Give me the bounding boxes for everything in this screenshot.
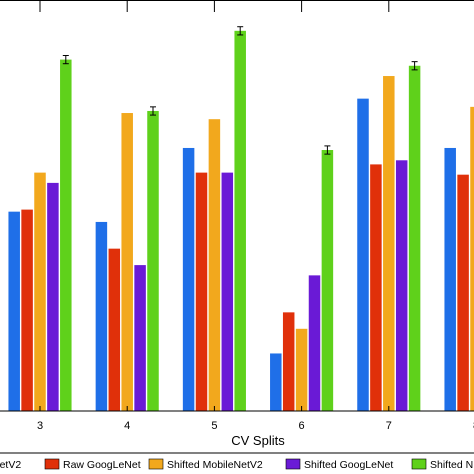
x-tick-label: 4	[124, 420, 130, 432]
legend-label: Shifted GoogLeNet	[304, 459, 393, 471]
error-bar	[411, 61, 418, 71]
legend: NetV2 Raw GoogLeNet Shifted MobileNetV2 Shi…	[0, 452, 474, 474]
x-tick-labels: 2345678	[37, 420, 474, 432]
bar	[95, 221, 108, 411]
bar	[221, 172, 234, 411]
legend-label: Shifted MobileNetV2	[167, 459, 263, 471]
error-bars-group	[62, 26, 418, 155]
legend-swatch	[285, 458, 301, 470]
bar	[60, 59, 72, 411]
bar	[21, 209, 33, 411]
bar	[47, 182, 59, 411]
legend-label: Shifted N	[430, 459, 473, 471]
bar	[470, 106, 474, 412]
bar	[308, 275, 321, 411]
bar	[108, 248, 121, 411]
bar	[321, 150, 334, 411]
x-tick-label: 5	[211, 420, 217, 432]
error-bar	[150, 106, 156, 116]
error-bar	[237, 26, 244, 36]
error-bar	[324, 145, 331, 155]
bar	[357, 98, 369, 411]
bar	[270, 353, 282, 411]
bar	[295, 328, 308, 411]
bar	[147, 110, 159, 411]
legend-label: NetV2	[0, 459, 21, 471]
error-bar	[62, 54, 69, 65]
x-tick-label: 8	[473, 420, 474, 432]
legend-swatch	[411, 458, 427, 470]
bar	[370, 164, 382, 411]
bar	[444, 147, 456, 411]
legend-label: Raw GoogLeNet	[63, 459, 141, 471]
bar	[195, 172, 208, 411]
bar	[208, 119, 221, 411]
legend-swatch	[148, 458, 164, 470]
legend-box	[0, 452, 474, 474]
bar	[395, 160, 408, 411]
bar	[383, 76, 395, 411]
bar	[134, 265, 146, 411]
bar	[457, 174, 469, 411]
x-tick-label: 7	[386, 420, 392, 432]
bar	[234, 30, 246, 411]
bars-group	[8, 30, 474, 412]
bar	[121, 113, 133, 411]
axes-group	[0, 0, 474, 412]
x-axis-title: CV Splits	[231, 433, 285, 448]
bar	[182, 147, 195, 411]
x-tick-label: 6	[299, 420, 305, 432]
x-tick-label: 3	[37, 420, 43, 432]
legend-swatch	[44, 458, 60, 470]
bar	[282, 312, 295, 411]
bar	[408, 65, 421, 411]
bar	[34, 172, 46, 411]
bar	[8, 211, 20, 411]
